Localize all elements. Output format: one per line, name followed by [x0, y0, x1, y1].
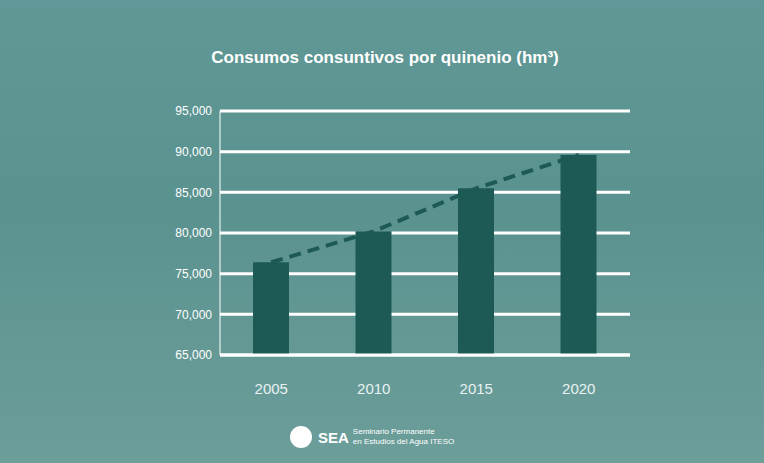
svg-text:70,000: 70,000 [175, 308, 212, 322]
svg-text:2010: 2010 [357, 380, 390, 397]
svg-text:2005: 2005 [255, 380, 288, 397]
svg-text:75,000: 75,000 [175, 267, 212, 281]
html-text:en Estudios del Agua ITESO: en Estudios del Agua ITESO [352, 437, 455, 446]
html-text:SEA Seminario Permanente: SEA Seminario Permanente [318, 427, 435, 446]
svg-text:80,000: 80,000 [175, 226, 212, 240]
svg-text:2015: 2015 [460, 380, 493, 397]
svg-text:90,000: 90,000 [175, 145, 212, 159]
svg-text:65,000: 65,000 [175, 348, 212, 362]
html-text:Consumos consuntivos por quine: Consumos consuntivos por quinenio (hm³) [211, 48, 559, 67]
svg-text:85,000: 85,000 [175, 186, 212, 200]
svg-text:2020: 2020 [562, 380, 595, 397]
svg-text:95,000: 95,000 [175, 104, 212, 118]
